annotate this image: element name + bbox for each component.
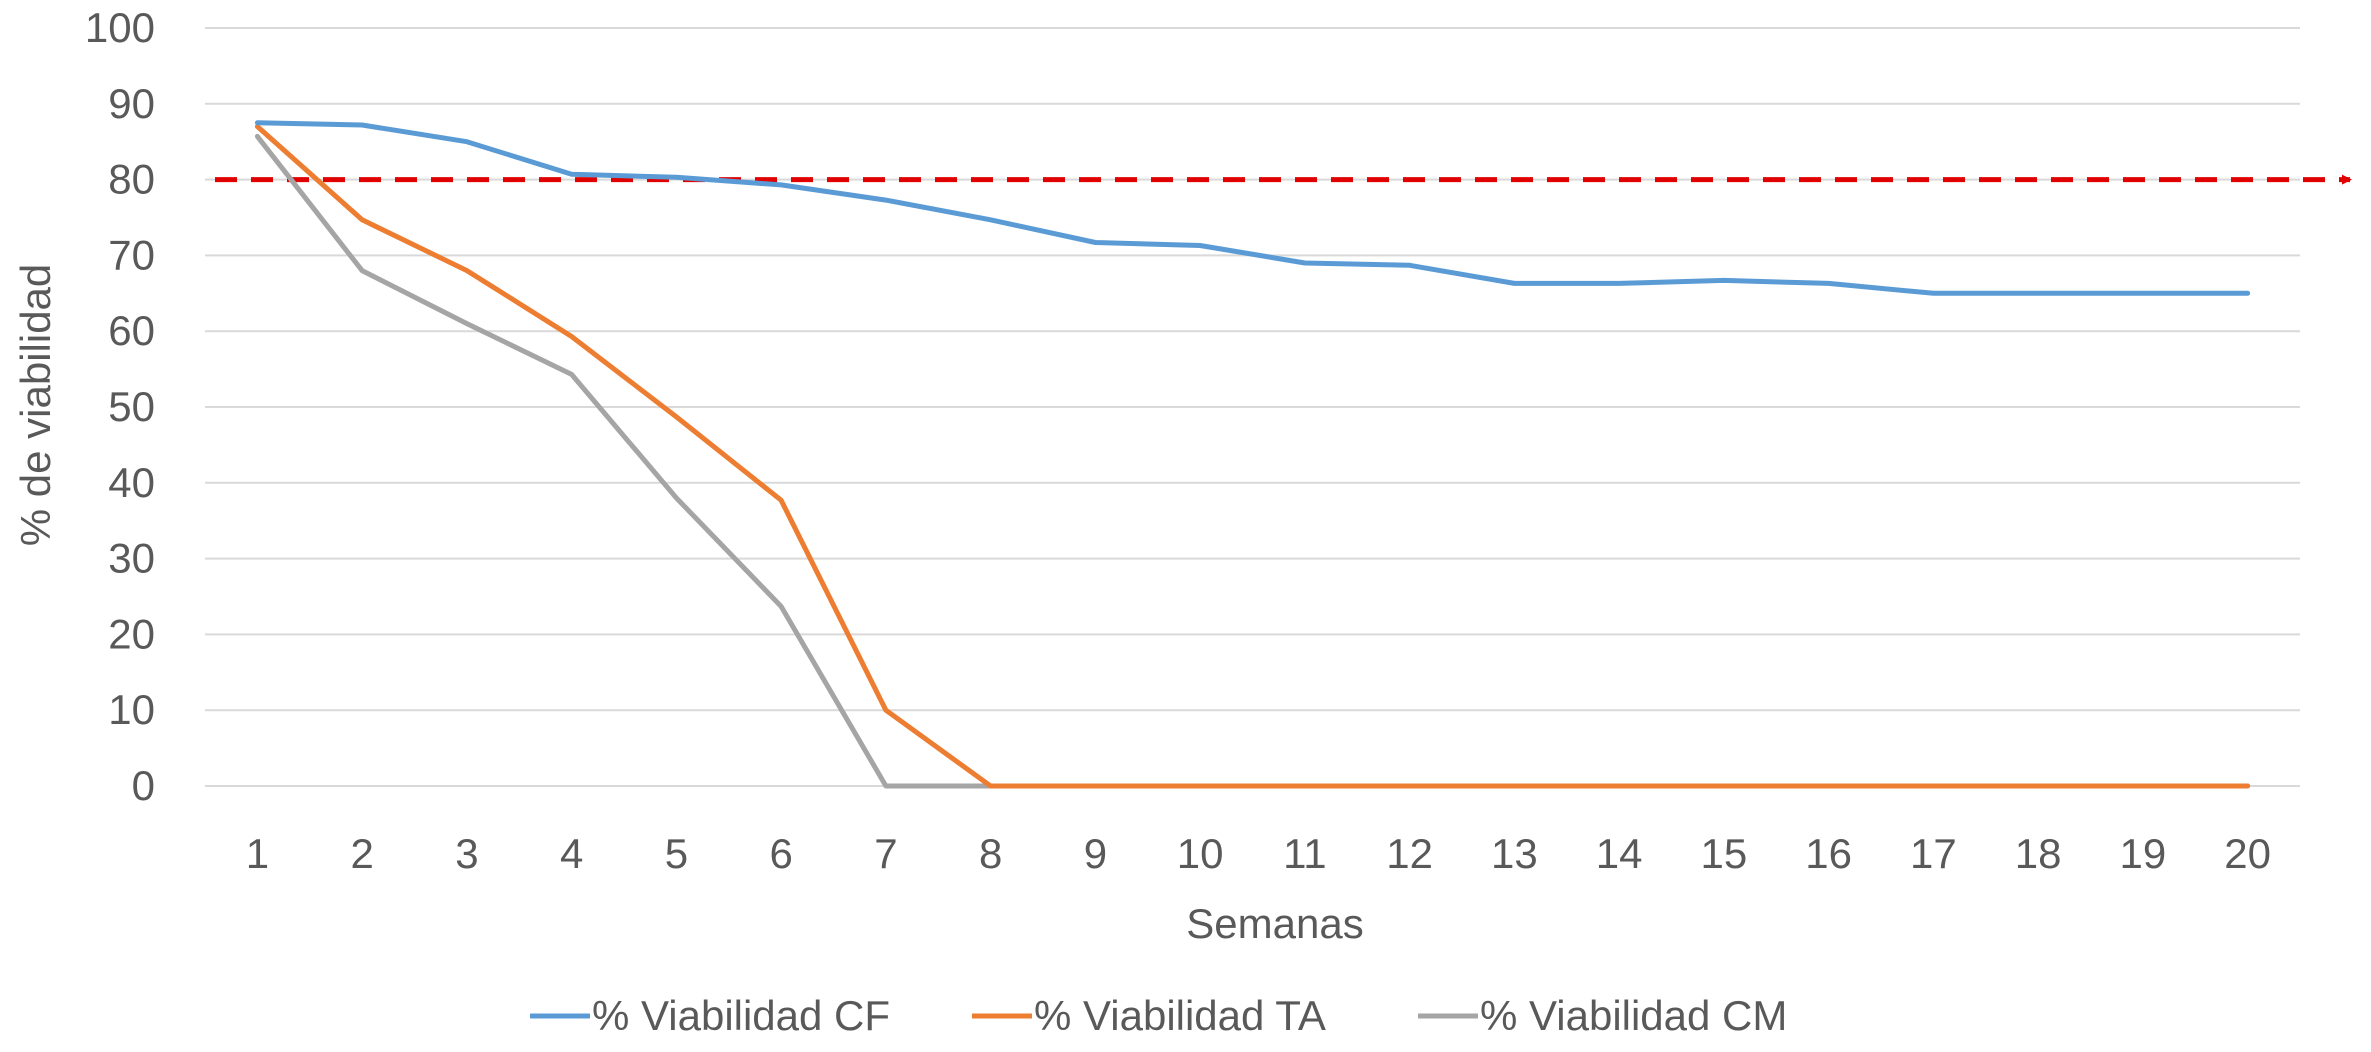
legend-item: % Viabilidad CF	[530, 992, 890, 1039]
y-axis-title: % de viabilidad	[12, 264, 59, 547]
x-tick-label: 19	[2120, 830, 2167, 877]
x-tick-label: 3	[455, 830, 478, 877]
x-tick-label: 17	[1910, 830, 1957, 877]
legend: % Viabilidad CF % Viabilidad TA % Viabilid…	[530, 992, 1787, 1039]
x-tick-label: 20	[2224, 830, 2271, 877]
x-tick-label: 13	[1491, 830, 1538, 877]
gridlines	[205, 28, 2300, 786]
y-tick-label: 10	[108, 686, 155, 733]
x-axis-title: Semanas	[1186, 900, 1363, 947]
y-tick-label: 30	[108, 535, 155, 582]
x-tick-label: 9	[1084, 830, 1107, 877]
legend-label: % Viabilidad CM	[1480, 992, 1787, 1039]
y-tick-label: 90	[108, 80, 155, 127]
y-axis-tick-labels: 0 10 20 30 40 50 60 70 80 90 100	[85, 4, 155, 809]
series-line	[257, 127, 2247, 787]
y-tick-label: 60	[108, 307, 155, 354]
x-tick-label: 12	[1386, 830, 1433, 877]
legend-label: % Viabilidad CF	[592, 992, 890, 1039]
x-tick-label: 6	[769, 830, 792, 877]
legend-label: % Viabilidad TA	[1034, 992, 1326, 1039]
y-tick-label: 80	[108, 156, 155, 203]
legend-item: % Viabilidad CM	[1418, 992, 1787, 1039]
x-tick-label: 4	[560, 830, 583, 877]
series-line	[257, 123, 2247, 293]
x-axis-tick-labels: 1 2 3 4 5 6 7 8 9 10 11 12 13 14 15 16 17 18 19 20	[246, 830, 2271, 877]
legend-item: % Viabilidad TA	[972, 992, 1326, 1039]
series-line	[257, 136, 2247, 786]
x-tick-label: 18	[2015, 830, 2062, 877]
y-tick-label: 70	[108, 231, 155, 278]
x-tick-label: 10	[1177, 830, 1224, 877]
x-tick-label: 5	[665, 830, 688, 877]
x-tick-label: 8	[979, 830, 1002, 877]
x-tick-label: 16	[1805, 830, 1852, 877]
x-tick-label: 1	[246, 830, 269, 877]
series-lines	[257, 123, 2247, 786]
y-tick-label: 0	[132, 762, 155, 809]
y-tick-label: 40	[108, 459, 155, 506]
x-tick-label: 2	[350, 830, 373, 877]
x-tick-label: 15	[1701, 830, 1748, 877]
y-tick-label: 20	[108, 610, 155, 657]
x-tick-label: 7	[874, 830, 897, 877]
y-tick-label: 100	[85, 4, 155, 51]
y-tick-label: 50	[108, 383, 155, 430]
x-tick-label: 11	[1283, 830, 1327, 877]
x-tick-label: 14	[1596, 830, 1643, 877]
